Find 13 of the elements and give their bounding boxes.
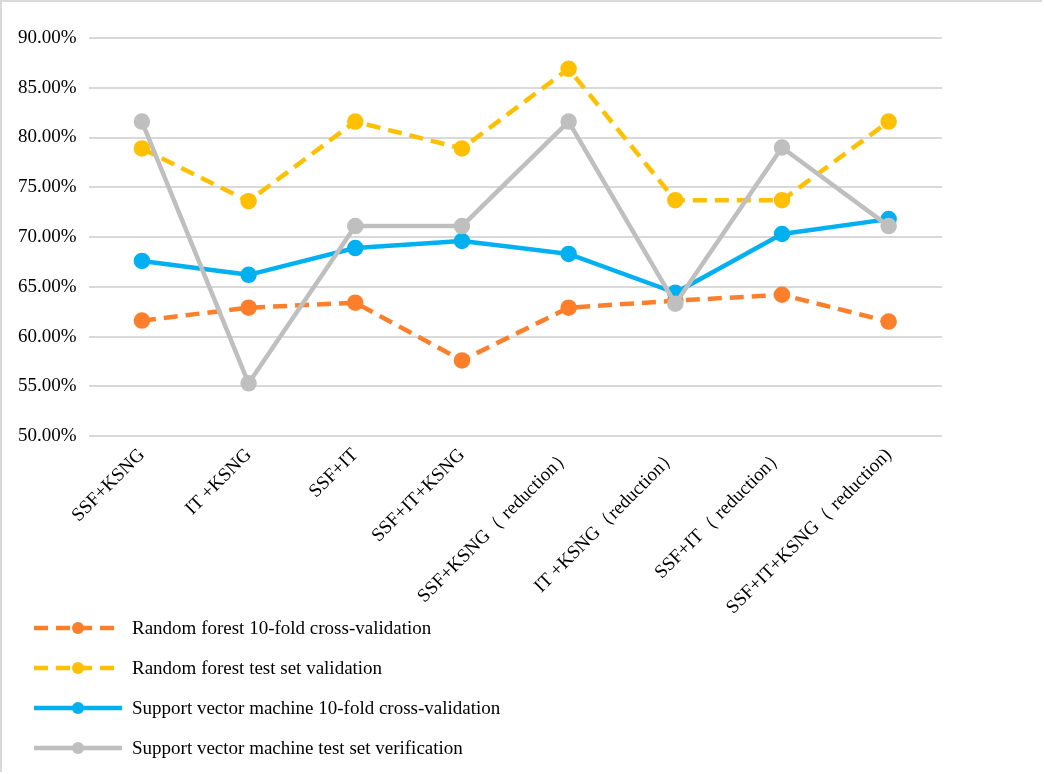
- y-tick-label: 80.00%: [18, 125, 77, 147]
- legend-label: Support vector machine 10-fold cross-validation: [132, 697, 501, 719]
- y-tick-label: 85.00%: [18, 75, 77, 97]
- legend-label: Random forest 10-fold cross-validation: [132, 617, 432, 639]
- legend-label: Support vector machine test set verification: [132, 737, 463, 759]
- y-tick-label: 90.00%: [18, 25, 77, 47]
- y-tick-label: 75.00%: [18, 175, 77, 197]
- y-tick-label: 65.00%: [18, 274, 77, 296]
- legend-label: Random forest test set validation: [132, 657, 383, 679]
- y-tick-label: 70.00%: [18, 225, 77, 247]
- y-tick-label: 50.00%: [18, 424, 77, 446]
- y-tick-label: 60.00%: [18, 324, 77, 346]
- y-tick-label: 55.00%: [18, 374, 77, 396]
